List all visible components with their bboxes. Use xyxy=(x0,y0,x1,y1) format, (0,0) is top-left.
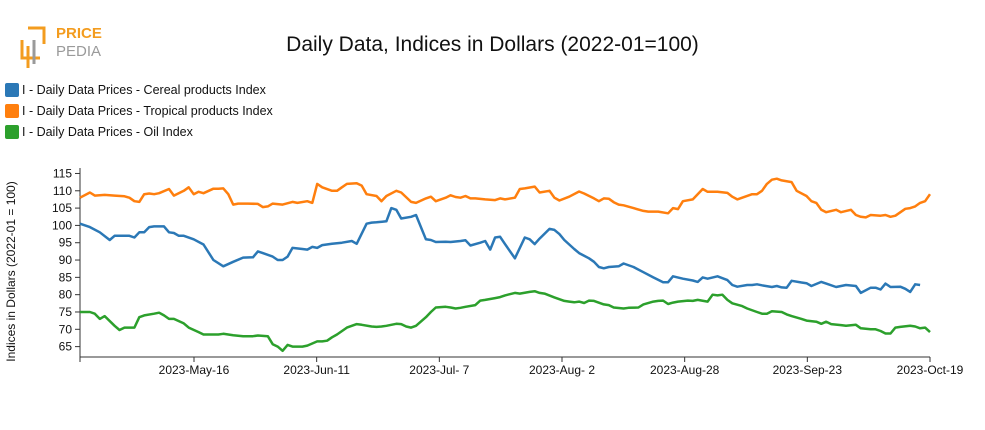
y-tick-label: 95 xyxy=(59,236,73,250)
series-layer xyxy=(79,177,932,353)
series-line-1 xyxy=(79,177,932,219)
y-tick-label: 105 xyxy=(52,201,72,215)
y-tick-label: 80 xyxy=(59,288,73,302)
chart-title: Daily Data, Indices in Dollars (2022-01=… xyxy=(286,33,699,56)
legend-item[interactable]: I - Daily Data Prices - Cereal products … xyxy=(5,79,273,100)
y-tick-label: 110 xyxy=(53,184,72,198)
x-tick-label: 2023-Aug- 2 xyxy=(529,363,595,377)
y-tick-label: 75 xyxy=(59,305,73,319)
legend-label: I - Daily Data Prices - Cereal products … xyxy=(22,82,266,97)
y-tick-label: 85 xyxy=(59,270,73,284)
legend-swatch xyxy=(5,103,19,118)
y-axis-title: Indices in Dollars (2022-01 = 100) xyxy=(4,181,18,361)
x-tick-label: 2023-Jul- 7 xyxy=(409,363,469,377)
x-tick-label: 2023-May-16 xyxy=(159,363,230,377)
legend-swatch xyxy=(5,124,19,139)
logo-bracket-top xyxy=(28,26,46,44)
x-tick-label: 2023-Jun-11 xyxy=(283,363,350,377)
y-tick-label: 70 xyxy=(59,322,73,336)
legend-swatch xyxy=(5,82,19,97)
series-line-2 xyxy=(80,289,931,353)
legend-item[interactable]: I - Daily Data Prices - Oil Index xyxy=(5,121,273,142)
y-tick-label: 90 xyxy=(59,253,73,267)
logo-text-pedia: PEDIA xyxy=(56,43,101,60)
x-tick-label: 2023-Sep-23 xyxy=(773,363,843,377)
x-tick-label: 2023-Aug-28 xyxy=(650,363,720,377)
logo-text-price: PRICE xyxy=(56,25,102,42)
legend-item[interactable]: I - Daily Data Prices - Tropical product… xyxy=(5,100,273,121)
y-tick-label: 115 xyxy=(53,166,72,180)
legend-label: I - Daily Data Prices - Tropical product… xyxy=(22,103,273,118)
y-tick-label: 65 xyxy=(59,340,73,354)
axes-layer: 65 70 75 80 85 90 95 100 105 110 115 2023-May-16 202… xyxy=(52,166,964,377)
y-tick-label: 100 xyxy=(52,218,72,232)
legend: I - Daily Data Prices - Cereal products … xyxy=(5,79,273,142)
legend-label: I - Daily Data Prices - Oil Index xyxy=(22,124,193,139)
pricepedia-logo-mark: PRICE PEDIA xyxy=(20,25,102,68)
pricepedia-logo: PRICE PEDIA xyxy=(18,18,128,79)
series-line-0 xyxy=(79,206,921,295)
x-tick-label: 2023-Oct-19 xyxy=(897,363,964,377)
